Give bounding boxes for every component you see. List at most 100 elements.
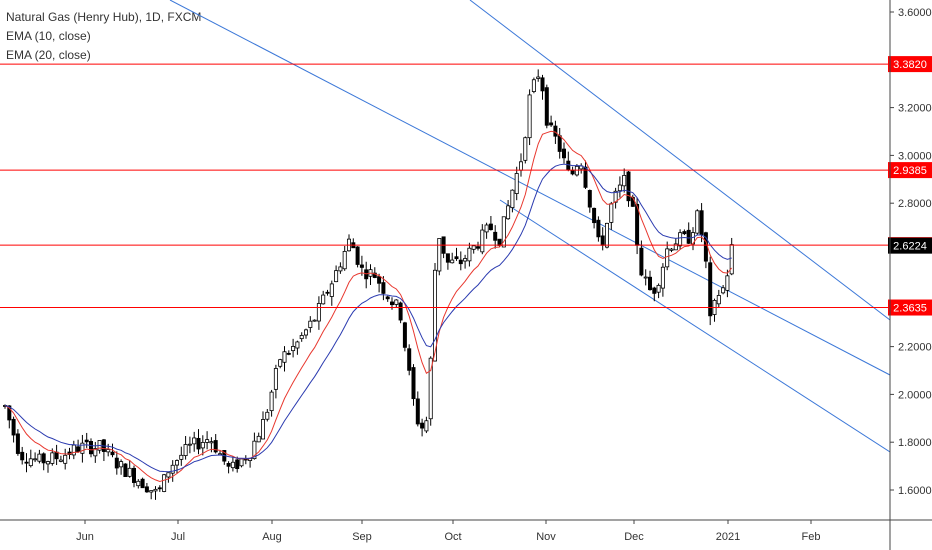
candle	[153, 486, 158, 500]
candle-body	[402, 322, 407, 348]
candle-body	[256, 435, 261, 443]
candle-body	[424, 420, 429, 432]
candle-body	[445, 253, 450, 263]
candle	[475, 241, 480, 251]
candle	[131, 465, 136, 488]
candle	[519, 153, 524, 177]
candle	[678, 229, 683, 250]
y-tick-label: 2.2000	[898, 342, 932, 354]
candle-body	[33, 458, 38, 461]
candle	[592, 207, 597, 229]
candle-body	[699, 210, 704, 236]
candle-body	[394, 299, 399, 305]
candle-body	[144, 486, 149, 493]
candle	[239, 458, 244, 468]
candle-body	[536, 76, 541, 79]
candle	[605, 222, 610, 249]
candle-body	[527, 94, 532, 139]
level-label: 2.3635	[893, 303, 927, 315]
candle	[682, 229, 687, 236]
x-tick-label: Dec	[624, 531, 644, 543]
candle	[20, 446, 25, 465]
candle-body	[729, 244, 734, 275]
candle-body	[501, 216, 506, 248]
candle	[695, 209, 700, 235]
candle	[71, 440, 76, 460]
candle-body	[71, 444, 76, 456]
candle-body	[523, 137, 528, 161]
candle	[282, 346, 287, 372]
candle-body	[420, 422, 425, 429]
candle-body	[46, 461, 51, 465]
candle	[174, 459, 179, 474]
x-tick-label: 2021	[716, 531, 740, 543]
candle-body	[321, 294, 326, 305]
candle	[179, 446, 184, 466]
candle	[149, 490, 154, 500]
candle-body	[557, 135, 562, 152]
candle-body	[84, 439, 89, 443]
candle	[15, 429, 20, 456]
x-tick-label: Aug	[262, 531, 282, 543]
candle-body	[660, 266, 665, 289]
candle-body	[260, 419, 265, 440]
candle-body	[196, 437, 201, 450]
y-tick-label: 3.2000	[898, 103, 932, 115]
candle	[342, 245, 347, 271]
candle-body	[28, 458, 33, 467]
candle	[329, 280, 334, 306]
candle-body	[531, 79, 536, 92]
candle	[200, 435, 205, 456]
candle	[24, 453, 29, 473]
x-tick-label: Sep	[352, 531, 372, 543]
candle-body	[15, 433, 20, 454]
candle	[243, 455, 248, 465]
candle-body	[24, 461, 29, 464]
candle	[256, 432, 261, 443]
candle	[566, 151, 571, 172]
candle	[381, 276, 386, 301]
y-tick-label: 3.6000	[898, 7, 932, 19]
candle-body	[50, 452, 55, 464]
candle	[144, 482, 149, 493]
candle	[308, 316, 313, 333]
candle	[450, 252, 455, 264]
candle-body	[463, 258, 468, 262]
candle	[458, 251, 463, 271]
candle-body	[157, 487, 162, 490]
level-label: 3.3820	[893, 59, 927, 71]
candle-body	[20, 451, 25, 461]
candle-body	[480, 229, 485, 253]
candle-body	[493, 231, 498, 241]
candle-body	[325, 291, 330, 294]
legend-ema10: EMA (10, close)	[6, 29, 91, 43]
candle	[729, 237, 734, 276]
candle	[510, 189, 515, 213]
candle-body	[549, 122, 554, 126]
candle	[652, 286, 657, 302]
candle	[93, 441, 98, 463]
candle	[226, 461, 231, 474]
candle-body	[235, 459, 240, 470]
candle	[527, 89, 532, 146]
candle	[80, 434, 85, 463]
candle-body	[200, 442, 205, 449]
x-tick-label: Nov	[536, 531, 556, 543]
candle-body	[342, 251, 347, 270]
candle-body	[643, 276, 648, 279]
candle	[596, 216, 601, 242]
candle	[428, 356, 433, 426]
candle-body	[226, 463, 231, 467]
candle-body	[110, 451, 115, 456]
candle	[260, 411, 265, 440]
candle	[536, 69, 541, 82]
candle-body	[299, 335, 304, 340]
support-trendline	[499, 199, 891, 453]
candle-body	[467, 247, 472, 262]
candle	[372, 267, 377, 279]
candle	[557, 127, 562, 159]
candle	[166, 472, 171, 483]
candle-body	[716, 295, 721, 305]
